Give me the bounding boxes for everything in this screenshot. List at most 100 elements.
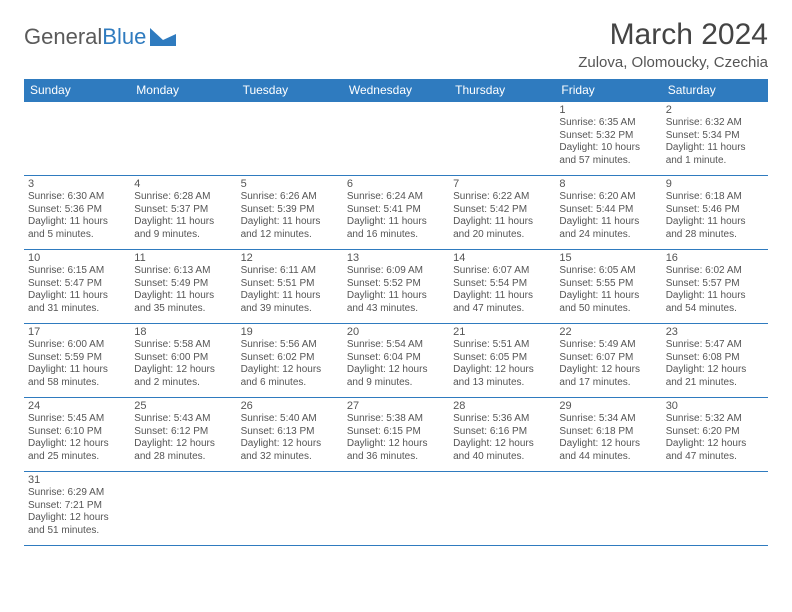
calendar-cell: 12Sunrise: 6:11 AMSunset: 5:51 PMDayligh… — [237, 250, 343, 324]
daylight-text: Daylight: 10 hours and 57 minutes. — [559, 142, 657, 167]
sunrise-text: Sunrise: 6:29 AM — [28, 487, 126, 500]
sunset-text: Sunset: 6:08 PM — [666, 352, 764, 365]
daylight-text: Daylight: 11 hours and 31 minutes. — [28, 290, 126, 315]
sunrise-text: Sunrise: 6:28 AM — [134, 191, 232, 204]
daylight-text: Daylight: 11 hours and 20 minutes. — [453, 216, 551, 241]
sunset-text: Sunset: 6:05 PM — [453, 352, 551, 365]
daylight-text: Daylight: 11 hours and 12 minutes. — [241, 216, 339, 241]
sunset-text: Sunset: 5:59 PM — [28, 352, 126, 365]
calendar-body: 1Sunrise: 6:35 AMSunset: 5:32 PMDaylight… — [24, 102, 768, 546]
daylight-text: Daylight: 12 hours and 9 minutes. — [347, 364, 445, 389]
calendar-cell — [662, 472, 768, 546]
sunrise-text: Sunrise: 5:45 AM — [28, 413, 126, 426]
sunset-text: Sunset: 5:37 PM — [134, 204, 232, 217]
day-number: 22 — [559, 326, 657, 338]
day-number: 4 — [134, 178, 232, 190]
sunset-text: Sunset: 6:15 PM — [347, 426, 445, 439]
sunset-text: Sunset: 5:52 PM — [347, 278, 445, 291]
daylight-text: Daylight: 12 hours and 21 minutes. — [666, 364, 764, 389]
daylight-text: Daylight: 11 hours and 24 minutes. — [559, 216, 657, 241]
calendar-cell: 28Sunrise: 5:36 AMSunset: 6:16 PMDayligh… — [449, 398, 555, 472]
day-number: 7 — [453, 178, 551, 190]
sunrise-text: Sunrise: 6:26 AM — [241, 191, 339, 204]
daylight-text: Daylight: 11 hours and 5 minutes. — [28, 216, 126, 241]
day-number: 15 — [559, 252, 657, 264]
sunrise-text: Sunrise: 6:32 AM — [666, 117, 764, 130]
day-number: 12 — [241, 252, 339, 264]
sunrise-text: Sunrise: 6:02 AM — [666, 265, 764, 278]
calendar-cell: 4Sunrise: 6:28 AMSunset: 5:37 PMDaylight… — [130, 176, 236, 250]
sunrise-text: Sunrise: 5:36 AM — [453, 413, 551, 426]
calendar-cell — [237, 472, 343, 546]
day-number: 25 — [134, 400, 232, 412]
calendar-cell: 16Sunrise: 6:02 AMSunset: 5:57 PMDayligh… — [662, 250, 768, 324]
calendar-cell: 10Sunrise: 6:15 AMSunset: 5:47 PMDayligh… — [24, 250, 130, 324]
sunset-text: Sunset: 6:00 PM — [134, 352, 232, 365]
sunset-text: Sunset: 6:04 PM — [347, 352, 445, 365]
sunset-text: Sunset: 5:49 PM — [134, 278, 232, 291]
sunrise-text: Sunrise: 6:13 AM — [134, 265, 232, 278]
sunset-text: Sunset: 5:36 PM — [28, 204, 126, 217]
day-number: 23 — [666, 326, 764, 338]
sunrise-text: Sunrise: 6:20 AM — [559, 191, 657, 204]
calendar-table: SundayMondayTuesdayWednesdayThursdayFrid… — [24, 79, 768, 546]
sunrise-text: Sunrise: 6:30 AM — [28, 191, 126, 204]
day-number: 14 — [453, 252, 551, 264]
daylight-text: Daylight: 12 hours and 36 minutes. — [347, 438, 445, 463]
calendar-cell: 6Sunrise: 6:24 AMSunset: 5:41 PMDaylight… — [343, 176, 449, 250]
calendar-cell: 29Sunrise: 5:34 AMSunset: 6:18 PMDayligh… — [555, 398, 661, 472]
day-number: 29 — [559, 400, 657, 412]
day-number: 18 — [134, 326, 232, 338]
calendar-cell — [449, 102, 555, 176]
sunset-text: Sunset: 5:32 PM — [559, 130, 657, 143]
sunset-text: Sunset: 6:12 PM — [134, 426, 232, 439]
calendar-cell: 19Sunrise: 5:56 AMSunset: 6:02 PMDayligh… — [237, 324, 343, 398]
calendar-cell: 21Sunrise: 5:51 AMSunset: 6:05 PMDayligh… — [449, 324, 555, 398]
sunset-text: Sunset: 5:55 PM — [559, 278, 657, 291]
sunrise-text: Sunrise: 5:51 AM — [453, 339, 551, 352]
brand-part1: General — [24, 24, 102, 50]
calendar-cell: 24Sunrise: 5:45 AMSunset: 6:10 PMDayligh… — [24, 398, 130, 472]
page-title: March 2024 — [578, 18, 768, 52]
calendar-cell: 1Sunrise: 6:35 AMSunset: 5:32 PMDaylight… — [555, 102, 661, 176]
sunrise-text: Sunrise: 5:43 AM — [134, 413, 232, 426]
daylight-text: Daylight: 11 hours and 50 minutes. — [559, 290, 657, 315]
sunrise-text: Sunrise: 6:15 AM — [28, 265, 126, 278]
sunrise-text: Sunrise: 6:00 AM — [28, 339, 126, 352]
sunset-text: Sunset: 6:13 PM — [241, 426, 339, 439]
calendar-cell — [449, 472, 555, 546]
sunrise-text: Sunrise: 5:47 AM — [666, 339, 764, 352]
weekday-header: Saturday — [662, 79, 768, 102]
day-number: 1 — [559, 104, 657, 116]
weekday-header: Sunday — [24, 79, 130, 102]
day-number: 5 — [241, 178, 339, 190]
day-number: 31 — [28, 474, 126, 486]
calendar-cell: 13Sunrise: 6:09 AMSunset: 5:52 PMDayligh… — [343, 250, 449, 324]
title-block: March 2024 Zulova, Olomoucky, Czechia — [578, 18, 768, 71]
calendar-cell: 15Sunrise: 6:05 AMSunset: 5:55 PMDayligh… — [555, 250, 661, 324]
sunset-text: Sunset: 5:46 PM — [666, 204, 764, 217]
daylight-text: Daylight: 11 hours and 28 minutes. — [666, 216, 764, 241]
calendar-cell: 18Sunrise: 5:58 AMSunset: 6:00 PMDayligh… — [130, 324, 236, 398]
day-number: 3 — [28, 178, 126, 190]
day-number: 13 — [347, 252, 445, 264]
sunrise-text: Sunrise: 6:18 AM — [666, 191, 764, 204]
calendar-cell: 30Sunrise: 5:32 AMSunset: 6:20 PMDayligh… — [662, 398, 768, 472]
calendar-head: SundayMondayTuesdayWednesdayThursdayFrid… — [24, 79, 768, 102]
brand-logo: GeneralBlue — [24, 18, 176, 50]
sunrise-text: Sunrise: 5:49 AM — [559, 339, 657, 352]
day-number: 2 — [666, 104, 764, 116]
daylight-text: Daylight: 12 hours and 17 minutes. — [559, 364, 657, 389]
calendar-cell — [343, 472, 449, 546]
header: GeneralBlue March 2024 Zulova, Olomoucky… — [24, 18, 768, 71]
daylight-text: Daylight: 12 hours and 25 minutes. — [28, 438, 126, 463]
sunset-text: Sunset: 5:47 PM — [28, 278, 126, 291]
sunrise-text: Sunrise: 6:09 AM — [347, 265, 445, 278]
calendar-cell: 11Sunrise: 6:13 AMSunset: 5:49 PMDayligh… — [130, 250, 236, 324]
sunrise-text: Sunrise: 6:05 AM — [559, 265, 657, 278]
day-number: 8 — [559, 178, 657, 190]
daylight-text: Daylight: 11 hours and 39 minutes. — [241, 290, 339, 315]
weekday-header: Monday — [130, 79, 236, 102]
calendar-cell: 20Sunrise: 5:54 AMSunset: 6:04 PMDayligh… — [343, 324, 449, 398]
sunrise-text: Sunrise: 6:07 AM — [453, 265, 551, 278]
